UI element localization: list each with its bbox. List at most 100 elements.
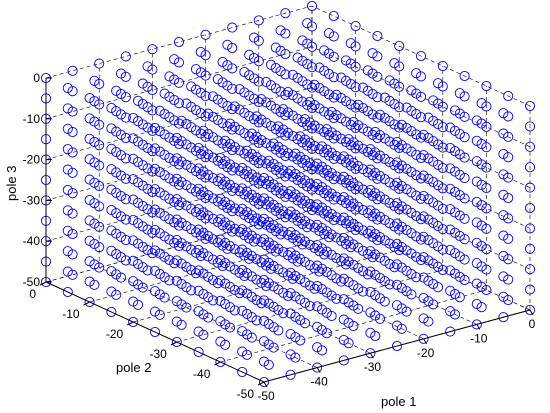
data-point [365, 184, 376, 196]
data-point [391, 136, 403, 148]
data-point [215, 193, 226, 204]
data-point [312, 301, 323, 312]
data-point [379, 92, 390, 103]
data-point [428, 95, 439, 106]
tick-labels: -50-40-30-20-100-50-40-30-20-100-50-40-3… [23, 71, 536, 403]
tick-mark [263, 381, 268, 388]
data-point [418, 333, 429, 344]
data-point [62, 123, 73, 134]
data-point [312, 321, 323, 332]
data-point [237, 366, 248, 378]
data-point [128, 133, 139, 144]
data-point [171, 255, 182, 266]
data-point [128, 153, 139, 164]
data-point [321, 124, 332, 135]
data-point [459, 70, 470, 82]
grid-line [311, 5, 531, 107]
data-point [312, 219, 323, 230]
x-axis-label: pole 1 [381, 394, 416, 409]
data-point [319, 45, 330, 56]
data-point [304, 96, 315, 108]
data-point [258, 376, 270, 388]
grid-line [45, 87, 313, 160]
data-point [106, 225, 117, 236]
data-point [258, 336, 270, 347]
data-point [181, 98, 192, 109]
data-point [445, 285, 456, 296]
data-point [309, 79, 320, 90]
z-tick-label: -10 [23, 112, 41, 126]
data-point [258, 234, 270, 245]
data-point [215, 336, 226, 347]
data-point [312, 240, 323, 251]
data-point [62, 225, 73, 236]
data-point [149, 204, 161, 215]
tick-mark [423, 338, 428, 345]
data-point [237, 162, 248, 174]
data-point [498, 148, 509, 160]
data-point [190, 64, 202, 75]
data-point [186, 81, 197, 92]
data-point [154, 105, 165, 116]
data-point [418, 231, 429, 242]
data-point [312, 158, 323, 169]
data-point [391, 218, 403, 229]
data-point [111, 85, 122, 96]
data-point [348, 116, 359, 128]
data-point [173, 36, 185, 48]
data-point [258, 274, 270, 286]
data-point [323, 28, 335, 39]
data-point [62, 266, 73, 277]
grid-line [311, 209, 531, 311]
data-point [524, 182, 536, 193]
data-point [237, 264, 248, 276]
grid-line [311, 87, 531, 188]
data-point [365, 286, 376, 298]
data-point [524, 223, 536, 234]
data-point [171, 153, 182, 164]
data-point [365, 246, 376, 257]
data-point [391, 279, 403, 290]
data-point [338, 151, 349, 162]
data-point [84, 235, 95, 246]
data-point [128, 276, 139, 287]
back-panes [45, 5, 531, 383]
data-point [391, 238, 403, 250]
tick-mark [83, 301, 90, 306]
data-point [193, 163, 204, 174]
data-point [396, 119, 407, 130]
data-point [338, 171, 349, 182]
data-point [84, 276, 95, 287]
data-point [312, 342, 323, 353]
data-point [132, 95, 144, 106]
data-point [524, 202, 536, 214]
tick-mark [126, 321, 134, 326]
data-point [62, 164, 73, 175]
data-point [207, 91, 219, 102]
data-point [84, 194, 95, 206]
data-point [449, 105, 461, 116]
data-point [362, 65, 373, 76]
data-point [193, 326, 204, 337]
data-point [263, 155, 274, 166]
data-point [312, 178, 323, 190]
data-point [524, 243, 536, 254]
data-point [171, 173, 182, 184]
grid-line [89, 229, 356, 303]
data-point [445, 265, 456, 276]
data-point [89, 75, 100, 86]
data-point [237, 326, 248, 337]
data-point [220, 135, 231, 146]
data-point [285, 369, 296, 380]
data-point [171, 132, 182, 144]
tick-mark [476, 324, 481, 330]
data-point [169, 54, 180, 65]
data-point [149, 163, 161, 174]
data-point [193, 244, 204, 256]
data-point [84, 113, 95, 124]
grid-line [45, 5, 313, 79]
data-point [365, 225, 376, 236]
data-point [84, 92, 95, 104]
data-point [215, 254, 226, 266]
data-point [215, 152, 226, 164]
